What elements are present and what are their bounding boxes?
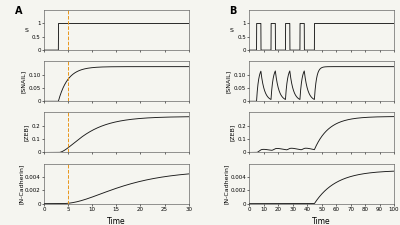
X-axis label: Time: Time xyxy=(107,217,126,225)
Text: B: B xyxy=(229,6,236,16)
Y-axis label: S: S xyxy=(230,28,234,33)
Y-axis label: [ZEB]: [ZEB] xyxy=(230,124,235,141)
Text: A: A xyxy=(15,6,22,16)
Y-axis label: S: S xyxy=(24,28,28,33)
Y-axis label: [N-Cadherin]: [N-Cadherin] xyxy=(19,163,24,204)
Y-axis label: [N-Cadherin]: [N-Cadherin] xyxy=(224,163,229,204)
X-axis label: Time: Time xyxy=(312,217,331,225)
Y-axis label: [ZEB]: [ZEB] xyxy=(24,124,29,141)
Y-axis label: [SNAIL]: [SNAIL] xyxy=(226,70,231,93)
Y-axis label: [SNAIL]: [SNAIL] xyxy=(21,70,26,93)
